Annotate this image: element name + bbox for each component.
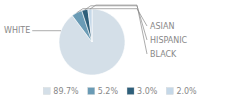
legend-swatch bbox=[166, 88, 173, 95]
pie bbox=[59, 9, 125, 75]
legend: 89.7% 5.2% 3.0% 2.0% bbox=[43, 87, 197, 96]
legend-label: 3.0% bbox=[137, 87, 158, 96]
chart: WHITE ASIAN HISPANIC BLACK 89.7% 5.2% 3.0% 2.0% bbox=[0, 0, 240, 100]
legend-swatch bbox=[88, 88, 95, 95]
pie-slice bbox=[59, 9, 125, 75]
pie-slice bbox=[82, 9, 92, 42]
slice-label: HISPANIC bbox=[150, 36, 188, 45]
slice-label: ASIAN bbox=[150, 22, 174, 31]
slice-label: WHITE bbox=[4, 26, 30, 35]
pie-slice bbox=[88, 9, 92, 42]
annotations: WHITE ASIAN HISPANIC BLACK bbox=[4, 5, 188, 58]
leader-line bbox=[32, 30, 61, 31]
legend-swatch bbox=[43, 88, 50, 95]
legend-label: 2.0% bbox=[176, 87, 197, 96]
legend-swatch bbox=[127, 88, 134, 95]
leader-line bbox=[77, 9, 147, 26]
leader-line bbox=[85, 6, 147, 40]
leader-line bbox=[90, 5, 147, 54]
legend-label: 5.2% bbox=[98, 87, 119, 96]
slice-label: BLACK bbox=[150, 50, 177, 59]
legend-label: 89.7% bbox=[53, 87, 79, 96]
